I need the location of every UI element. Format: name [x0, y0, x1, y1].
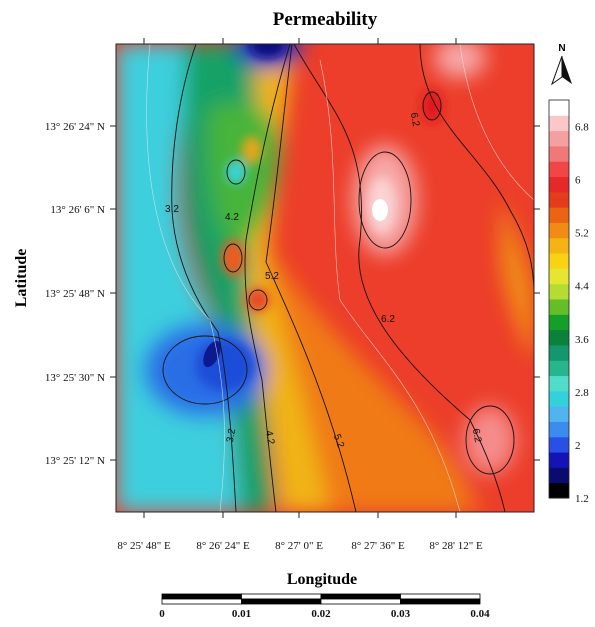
x-tick-label: 8° 28' 12" E	[429, 540, 483, 552]
colorbar-swatch	[549, 145, 569, 162]
colorbar-swatch	[549, 100, 569, 116]
x-tick-label: 8° 25' 48" E	[117, 540, 171, 552]
contour-label: 6.2	[470, 428, 483, 444]
colorbar-swatch	[549, 161, 569, 178]
colorbar-swatch	[549, 253, 569, 269]
colorbar-swatch	[549, 130, 569, 147]
colorbar-swatch	[549, 436, 569, 453]
north-arrow-icon: N	[551, 43, 572, 86]
contour-label: 5.2	[331, 433, 346, 450]
scale-bar: 0 0.01 0.02 0.03 0.04	[159, 593, 490, 620]
colorbar-tick-label: 4.4	[575, 281, 589, 293]
scale-bar-segment	[400, 593, 481, 600]
colorbar-swatch	[549, 299, 569, 315]
colorbar-swatch	[549, 283, 569, 300]
contour-label: 6.2	[381, 314, 395, 325]
x-axis-title: Longitude	[287, 571, 357, 588]
colorbar-swatch	[549, 360, 569, 377]
contour-field: 3.2 4.2 5.2 6.2 6.2 3.2 4.2 5.2 6.2	[116, 44, 534, 512]
colorbar-tick-label: 5.2	[575, 228, 589, 240]
contour-label: 3.2	[165, 204, 179, 215]
colorbar-swatch	[549, 222, 569, 239]
colorbar-legend: 6.8 6 5.2 4.4 3.6 2.8 2 1.2	[548, 99, 589, 505]
colorbar-swatch	[549, 406, 569, 422]
contour-label: 5.2	[265, 271, 279, 282]
colorbar-swatch	[549, 176, 569, 193]
x-tick-label: 8° 27' 0" E	[275, 540, 323, 552]
colorbar-swatch	[549, 191, 569, 208]
contour-label: 6.2	[408, 112, 421, 128]
x-tick-label: 8° 26' 24" E	[196, 540, 250, 552]
y-tick-label: 13° 26' 6" N	[50, 204, 105, 216]
scale-bar-label: 0.03	[391, 608, 411, 620]
colorbar-swatch	[549, 467, 569, 484]
colorbar-tick-label: 3.6	[575, 334, 589, 346]
colorbar-tick-label: 6.8	[575, 122, 589, 134]
y-tick-label: 13° 25' 12" N	[45, 455, 105, 467]
contour-label: 4.2	[263, 430, 276, 446]
scale-bar-segment	[320, 598, 401, 605]
contour-label: 3.2	[225, 427, 238, 443]
scale-bar-label: 0	[159, 608, 165, 620]
colorbar-swatch	[549, 390, 569, 407]
scale-bar-label: 0.04	[470, 608, 490, 620]
scale-bar-segment	[400, 598, 481, 605]
colorbar-swatch	[549, 314, 569, 331]
colorbar-swatch	[549, 375, 569, 392]
colorbar-swatch	[549, 452, 569, 468]
y-axis-ticks: 13° 26' 24" N 13° 26' 6" N 13° 25' 48" N 13…	[45, 121, 540, 467]
scale-bar-segment	[241, 593, 322, 600]
colorbar-tick-label: 1.2	[575, 493, 589, 505]
north-label: N	[558, 43, 565, 54]
colorbar-swatch	[549, 115, 569, 132]
map-title: Permeability	[273, 9, 378, 30]
y-tick-label: 13° 26' 24" N	[45, 121, 105, 133]
colorbar-tick-label: 2	[575, 440, 581, 452]
x-tick-label: 8° 27' 36" E	[351, 540, 405, 552]
y-axis-title: Latitude	[13, 249, 30, 308]
scale-bar-segment	[241, 598, 322, 605]
colorbar-swatch	[549, 207, 569, 223]
scale-bar-segment	[320, 593, 401, 600]
y-tick-label: 13° 25' 48" N	[45, 288, 105, 300]
colorbar-tick-label: 2.8	[575, 387, 589, 399]
plot-frame	[115, 43, 535, 513]
scale-bar-label: 0.01	[232, 608, 251, 620]
contour-label: 4.2	[225, 212, 239, 223]
colorbar-swatch	[549, 344, 569, 361]
scale-bar-label: 0.02	[311, 608, 331, 620]
colorbar-swatch	[549, 237, 569, 254]
colorbar-swatch	[549, 421, 569, 438]
scale-bar-segment	[161, 593, 242, 600]
colorbar-tick-label: 6	[575, 175, 581, 187]
x-axis-ticks: 8° 25' 48" E 8° 26' 24" E 8° 27' 0" E 8° 27…	[117, 38, 483, 552]
colorbar-swatch	[549, 268, 569, 285]
colorbar-swatch	[549, 329, 569, 346]
contour-lines	[162, 44, 534, 512]
y-tick-label: 13° 25' 30" N	[45, 372, 105, 384]
scale-bar-segment	[161, 598, 242, 605]
colorbar-swatch	[549, 482, 569, 499]
